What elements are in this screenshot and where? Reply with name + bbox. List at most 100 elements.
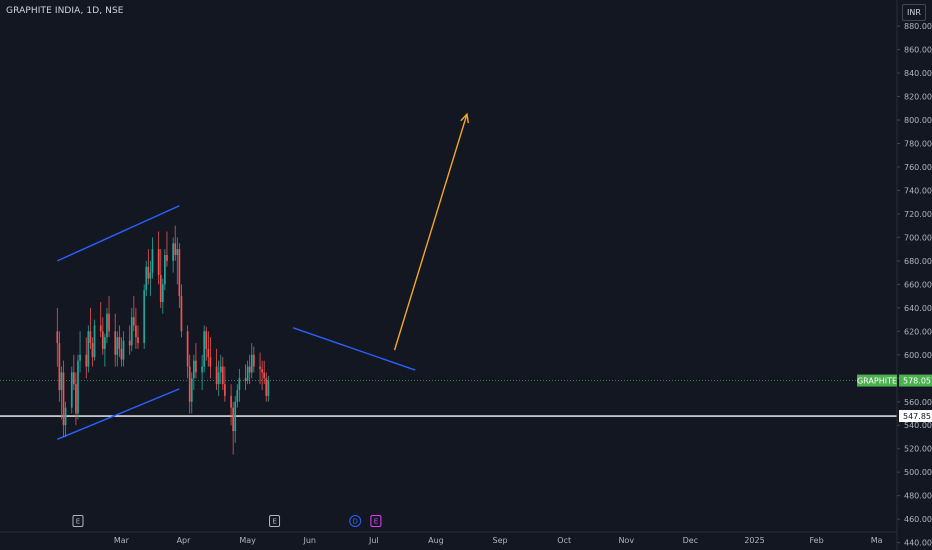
candle — [99, 301, 102, 338]
candle-body — [244, 378, 247, 381]
candle — [91, 337, 94, 367]
earnings-marker[interactable]: E — [370, 515, 382, 527]
candle-body — [79, 354, 81, 361]
y-tick-label: 680.00 — [904, 257, 932, 266]
candle-body — [114, 331, 117, 355]
candle — [207, 331, 210, 367]
candle — [219, 354, 222, 385]
candle — [176, 237, 179, 285]
candle — [195, 343, 197, 379]
x-tick-label: Aug — [428, 536, 444, 545]
drawings[interactable] — [57, 112, 470, 440]
candle — [164, 249, 166, 291]
y-tick-label: 600.00 — [904, 351, 932, 360]
candle — [203, 325, 206, 373]
trend-line[interactable] — [57, 388, 180, 440]
candle-body — [192, 360, 195, 379]
candle — [265, 372, 268, 402]
candle-body — [248, 366, 251, 373]
candle-body — [178, 249, 181, 297]
candle — [230, 384, 232, 426]
trend-line[interactable] — [57, 205, 180, 262]
dividend-marker[interactable]: D — [349, 515, 362, 527]
candle-body — [60, 372, 63, 391]
y-tick-label: 760.00 — [904, 163, 932, 172]
candle — [221, 357, 224, 391]
candle — [79, 331, 81, 373]
dividend-icon — [349, 515, 362, 527]
y-tick-label: 520.00 — [904, 445, 932, 454]
candle-body — [137, 337, 139, 344]
candle — [101, 317, 104, 355]
candle — [89, 307, 92, 349]
candle — [151, 237, 154, 279]
candle-body — [234, 401, 237, 432]
candle-body — [120, 348, 123, 360]
event-label: D — [353, 518, 358, 526]
candle — [186, 325, 189, 379]
candle — [135, 307, 137, 349]
candle — [75, 372, 77, 426]
candle-body — [238, 378, 241, 391]
y-tick-label: 860.00 — [904, 46, 932, 55]
candle — [128, 325, 131, 355]
candle — [114, 313, 117, 367]
price-lines — [0, 380, 897, 417]
candles — [56, 225, 270, 455]
x-tick-label: Feb — [810, 536, 824, 545]
symbol-tag-bg — [857, 374, 897, 387]
candle — [130, 307, 133, 352]
candle — [263, 360, 266, 385]
candle — [104, 333, 106, 367]
earnings-icon — [72, 515, 84, 527]
event-label: E — [76, 518, 80, 526]
x-tick-label: May — [239, 536, 256, 545]
y-tick-label: 540.00 — [904, 421, 932, 430]
candle-body — [128, 340, 131, 346]
candle — [137, 325, 139, 349]
candle-body — [164, 255, 166, 285]
candle-body — [174, 243, 177, 256]
y-tick-label: 620.00 — [904, 327, 932, 336]
candle — [267, 375, 270, 402]
candle-body — [132, 317, 135, 326]
candle — [108, 296, 110, 338]
candle-body — [267, 380, 270, 396]
x-tick-label: 2025 — [744, 536, 764, 545]
event-label: E — [374, 518, 378, 526]
earnings-marker[interactable]: E — [72, 515, 84, 527]
candle — [77, 354, 79, 420]
candle — [87, 325, 90, 373]
target-arrow[interactable] — [393, 112, 470, 351]
candle-body — [151, 249, 154, 273]
candle-body — [259, 366, 261, 369]
earnings-marker[interactable]: E — [269, 515, 281, 527]
earnings-icon — [370, 515, 382, 527]
chart-title: GRAPHITE INDIA, 1D, NSE — [6, 6, 124, 16]
candle — [58, 331, 61, 402]
candle — [205, 326, 208, 361]
candle-body — [149, 272, 152, 279]
trend-line[interactable] — [292, 327, 416, 371]
y-tick-label: 700.00 — [904, 233, 932, 242]
candle-body — [172, 243, 175, 261]
candle-body — [135, 325, 137, 338]
candle-body — [56, 331, 59, 344]
candle-body — [87, 331, 90, 367]
candle-body — [205, 331, 208, 349]
currency-button[interactable]: INR — [902, 4, 926, 21]
candle — [72, 354, 75, 391]
candle-body — [261, 368, 263, 373]
x-tick-label: Jun — [302, 536, 316, 545]
candle — [161, 278, 164, 314]
y-tick-label: 780.00 — [904, 140, 932, 149]
candle — [62, 360, 65, 437]
y-tick-label: 500.00 — [904, 468, 932, 477]
candle-body — [252, 354, 255, 367]
y-tick-label: 640.00 — [904, 304, 932, 313]
candle-body — [64, 407, 67, 426]
